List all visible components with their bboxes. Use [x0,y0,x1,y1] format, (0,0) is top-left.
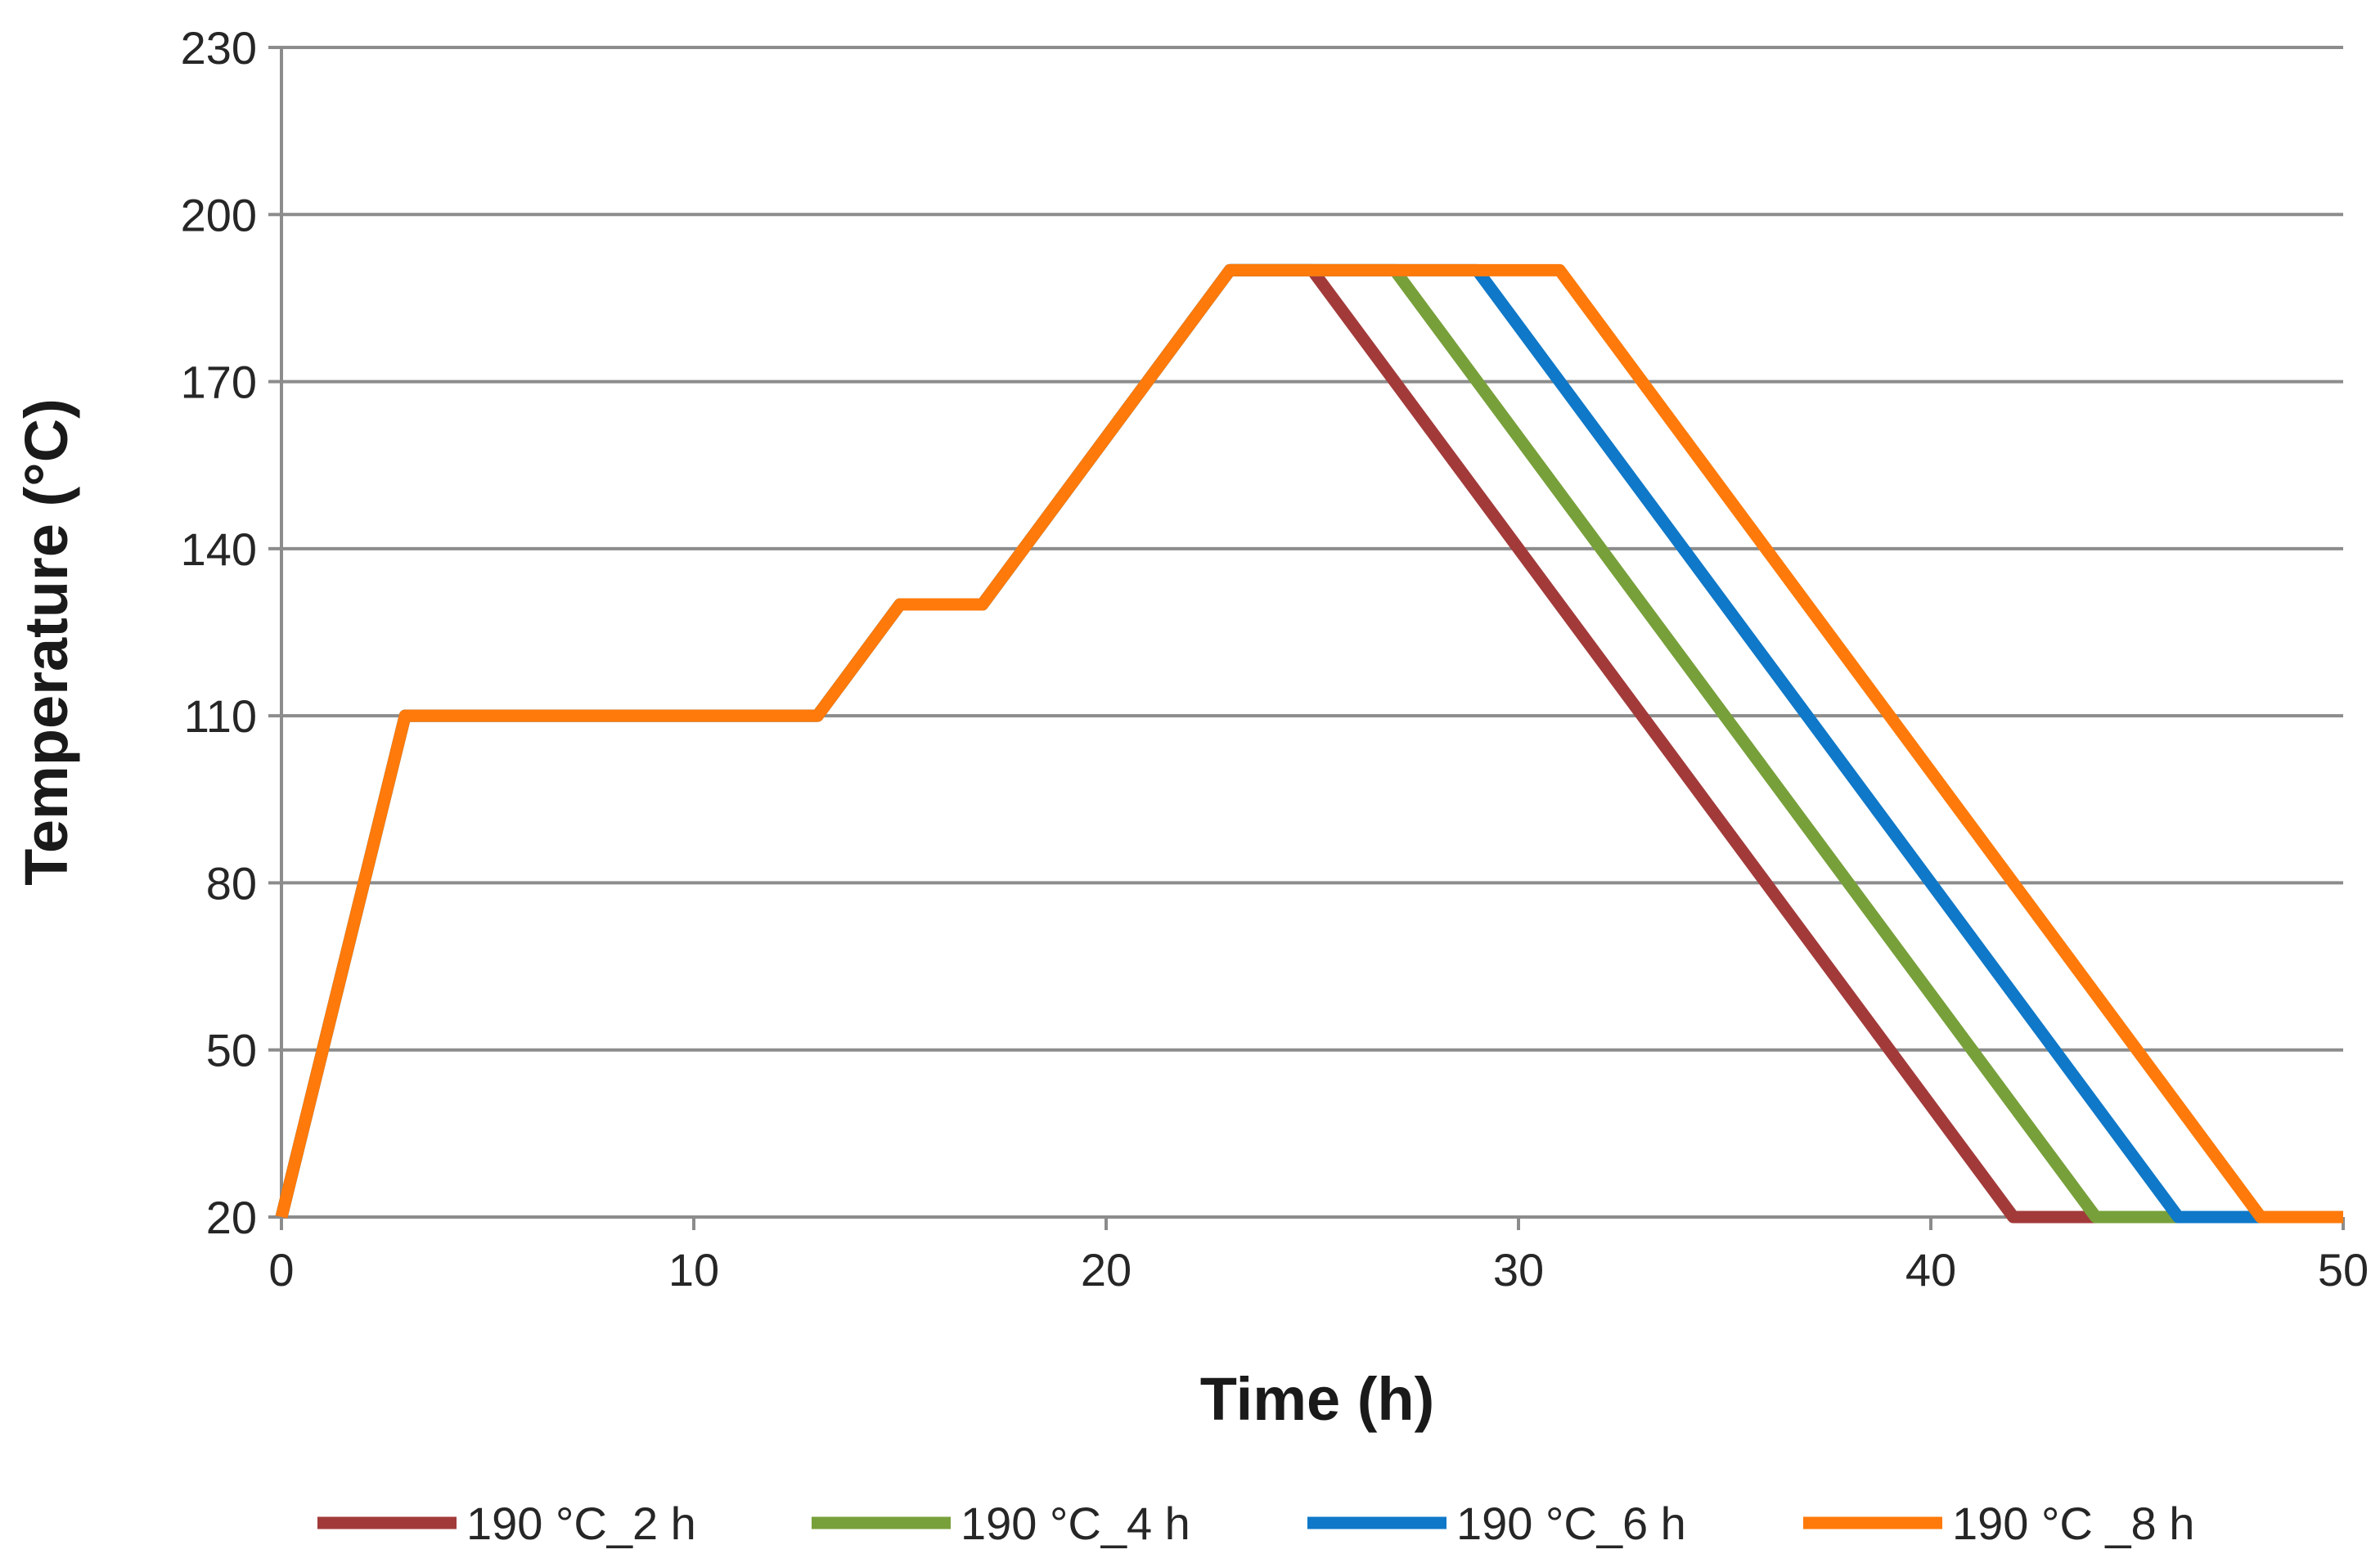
legend-item: 190 °C _8 h [1803,1498,2194,1549]
axes [268,46,2345,1230]
series-line-4 [275,263,2343,1224]
y-tick-label: 140 [181,523,257,575]
x-tick-label: 50 [2318,1244,2369,1296]
x-tick-label: 10 [668,1244,719,1296]
legend-label: 190 °C_6 h [1456,1498,1686,1549]
series-line-2 [275,263,2179,1224]
legend-item: 190 °C_2 h [317,1498,696,1549]
y-tick-label: 80 [206,857,257,909]
legend-label: 190 °C_4 h [961,1498,1190,1549]
y-tick-label: 50 [206,1025,257,1076]
y-tick-labels: 20 50 80 110 140 170 200 230 [181,22,257,1243]
gridlines [281,46,2343,1052]
legend: 190 °C_2 h 190 °C_4 h 190 °C_6 h 190 °C _8 … [317,1498,2194,1549]
legend-item: 190 °C_6 h [1307,1498,1686,1549]
legend-label: 190 °C_2 h [466,1498,696,1549]
legend-item: 190 °C_4 h [812,1498,1190,1549]
y-tick-label: 170 [181,357,257,408]
x-tick-label: 40 [1905,1244,1956,1296]
x-tick-label: 20 [1081,1244,1132,1296]
legend-label: 190 °C _8 h [1952,1498,2194,1549]
y-tick-label: 20 [206,1192,257,1243]
series-lines [275,263,2343,1224]
x-axis-title: Time (h) [1200,1365,1434,1433]
x-tick-label: 0 [268,1244,294,1296]
y-axis-title: Temperature (°C) [12,398,80,886]
series-line-3 [275,263,2261,1224]
y-tick-label: 230 [181,22,257,74]
y-tick-label: 200 [181,189,257,240]
x-tick-labels: 0 10 20 30 40 50 [268,1244,2369,1296]
x-tick-label: 30 [1493,1244,1544,1296]
y-tick-label: 110 [184,690,257,742]
